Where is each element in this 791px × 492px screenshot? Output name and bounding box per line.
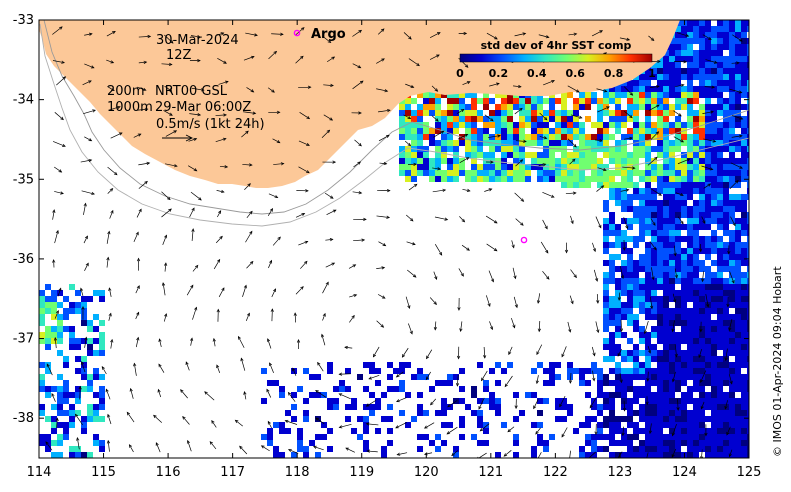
x-tick-label: 125 bbox=[737, 465, 762, 480]
colorbar-tick-label: 0 bbox=[456, 67, 464, 80]
hour-label: 12Z bbox=[166, 48, 192, 63]
scale-arrow-label: 0.5m/s (1kt 24h) bbox=[156, 117, 265, 132]
axis-ticks: 114 115 116 117 118 119 120 121 122 123 124 125 -33 -… bbox=[13, 13, 762, 480]
y-tick-label: -33 bbox=[13, 13, 34, 28]
credit-label: © IMOS 01-Apr-2024 09:04 Hobart bbox=[771, 266, 784, 457]
y-tick-label: -35 bbox=[13, 172, 34, 187]
x-tick-label: 115 bbox=[91, 465, 116, 480]
plot-frame bbox=[38, 19, 750, 459]
x-tick-label: 116 bbox=[156, 465, 181, 480]
x-tick-label: 124 bbox=[672, 465, 697, 480]
colorbar-tick-label: 0.8 bbox=[604, 67, 624, 80]
argo-float-marker bbox=[520, 236, 528, 244]
colorbar-ticks: 0 0.2 0.4 0.6 0.8 1 bbox=[456, 67, 656, 80]
colorbar-title: std dev of 4hr SST comp bbox=[481, 39, 632, 52]
x-tick-label: 121 bbox=[478, 465, 503, 480]
x-tick-label: 118 bbox=[285, 465, 310, 480]
colorbar-tick-label: 0.2 bbox=[489, 67, 509, 80]
argo-legend-marker bbox=[293, 29, 301, 37]
x-tick-label: 120 bbox=[414, 465, 439, 480]
x-tick-label: 119 bbox=[349, 465, 374, 480]
product-time-label: 29-Mar 06:00Z bbox=[155, 100, 251, 115]
colorbar-tick-label: 1 bbox=[648, 67, 656, 80]
contour-1000-label: 1000m bbox=[107, 100, 153, 115]
scale-arrow bbox=[162, 134, 194, 142]
y-tick-label: -38 bbox=[13, 411, 34, 426]
x-tick-label: 117 bbox=[220, 465, 245, 480]
x-tick-label: 114 bbox=[27, 465, 52, 480]
y-tick-label: -34 bbox=[13, 93, 34, 108]
argo-label: Argo bbox=[311, 27, 346, 42]
date-label: 30-Mar-2024 bbox=[156, 33, 239, 48]
colorbar bbox=[459, 53, 653, 63]
product-label: NRT00 GSL bbox=[155, 84, 228, 99]
sst-stddev-layer bbox=[39, 20, 749, 458]
contour-1000m bbox=[39, 23, 749, 227]
y-tick-label: -37 bbox=[13, 332, 34, 347]
x-tick-label: 122 bbox=[543, 465, 568, 480]
colorbar-tick-label: 0.4 bbox=[527, 67, 547, 80]
y-tick-label: -36 bbox=[13, 252, 34, 267]
contour-200m bbox=[43, 20, 749, 215]
colorbar-tick-label: 0.6 bbox=[565, 67, 585, 80]
x-tick-label: 123 bbox=[607, 465, 632, 480]
contour-200-label: 200m bbox=[107, 84, 144, 99]
current-vectors bbox=[45, 26, 744, 458]
